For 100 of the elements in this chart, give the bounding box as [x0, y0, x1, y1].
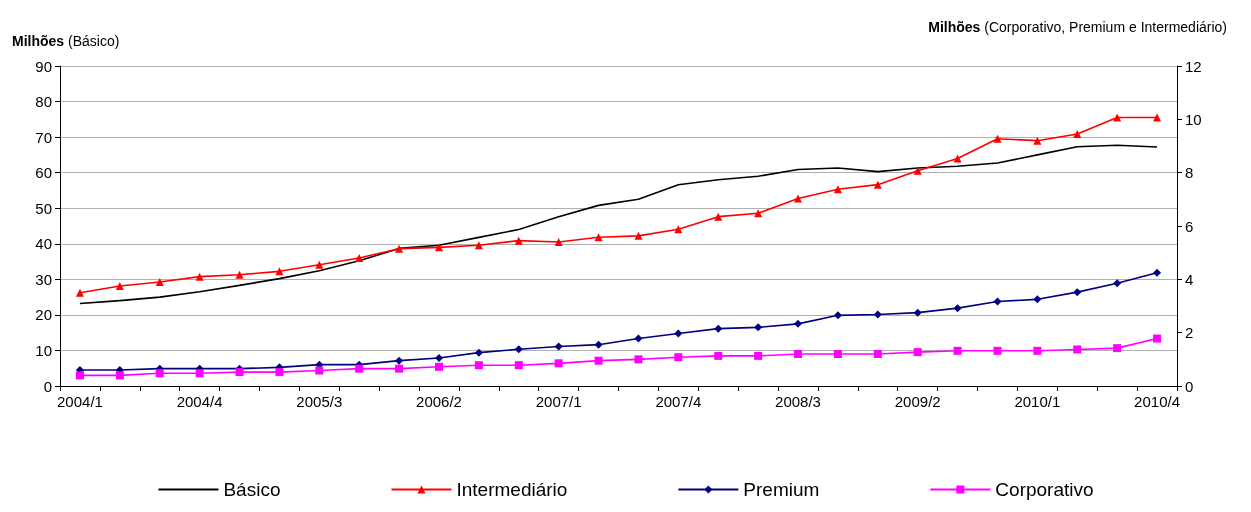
point	[714, 351, 723, 360]
point	[554, 342, 563, 351]
y-tick-label: 40	[35, 235, 52, 253]
point	[195, 369, 204, 378]
point	[155, 369, 164, 378]
point	[714, 212, 723, 221]
y-tick-label: 30	[35, 270, 52, 288]
point	[953, 346, 962, 355]
x-tick-label: 2010/1	[1014, 393, 1061, 410]
x-tick-label: 2006/2	[416, 393, 462, 410]
point	[794, 319, 803, 328]
point	[235, 270, 244, 279]
point	[115, 282, 124, 290]
point	[235, 368, 244, 377]
point	[594, 340, 603, 349]
point	[993, 134, 1002, 143]
point	[594, 233, 603, 242]
point	[434, 362, 443, 371]
point	[873, 350, 882, 358]
point	[1113, 344, 1122, 353]
y-tick-label: 60	[35, 164, 52, 182]
point	[395, 244, 404, 253]
point	[873, 180, 882, 189]
y2-tick-label: 6	[1185, 217, 1194, 235]
point	[833, 185, 842, 194]
y2-tick-label: 0	[1185, 377, 1194, 395]
x-tick-label: 2004/1	[57, 393, 103, 410]
x-tick-label: 2010/4	[1134, 393, 1180, 410]
point	[634, 355, 643, 364]
y2-tick-label: 10	[1185, 110, 1202, 128]
point	[754, 323, 763, 332]
legend-label: Corporativo	[995, 479, 1094, 500]
point	[554, 359, 563, 368]
y2-tick-label: 8	[1185, 164, 1194, 182]
point	[315, 366, 324, 375]
point	[474, 361, 483, 370]
point	[1153, 268, 1162, 277]
point	[554, 238, 563, 246]
x-tick-label: 2007/4	[655, 393, 702, 410]
x-tick-label: 2009/2	[894, 393, 941, 410]
point	[1073, 130, 1082, 138]
point	[1033, 295, 1042, 304]
point	[1113, 279, 1122, 288]
point	[754, 351, 763, 360]
y-tick-label: 20	[35, 306, 52, 324]
point	[913, 348, 922, 357]
point	[833, 311, 842, 320]
point	[275, 368, 284, 377]
legend-label: Premium	[743, 479, 820, 500]
point	[75, 288, 84, 297]
y-tick-label: 70	[35, 128, 52, 146]
point	[514, 361, 523, 370]
point	[1153, 334, 1162, 343]
point	[434, 354, 443, 362]
point	[993, 346, 1002, 355]
point	[434, 243, 443, 252]
point	[953, 304, 962, 313]
point	[514, 236, 523, 245]
y2-tick-label: 12	[1185, 57, 1202, 75]
point	[75, 371, 84, 380]
x-tick-label: 2005/3	[296, 393, 343, 410]
y-tick-label: 90	[35, 57, 52, 75]
point	[395, 364, 404, 373]
legend-label: Básico	[223, 479, 281, 500]
y2-tick-label: 4	[1185, 270, 1194, 288]
point	[913, 308, 922, 317]
point	[115, 371, 124, 380]
point	[355, 364, 364, 373]
y-tick-label: 0	[43, 377, 52, 395]
point	[1033, 346, 1042, 355]
point	[195, 272, 204, 281]
x-tick-label: 2004/4	[176, 393, 223, 410]
legend-label: Intermediário	[456, 479, 568, 500]
point	[714, 324, 723, 333]
point	[474, 241, 483, 250]
point	[1073, 288, 1082, 297]
point	[674, 353, 683, 362]
point	[634, 334, 643, 343]
y-tick-label: 80	[35, 93, 52, 111]
point	[355, 254, 364, 262]
y-tick-label: 10	[35, 341, 52, 359]
point	[155, 278, 164, 286]
line-series	[79, 144, 1158, 305]
y-tick-label: 50	[35, 199, 52, 217]
x-tick-label: 2007/1	[535, 393, 582, 410]
point	[634, 231, 643, 240]
x-tick-label: 2008/3	[775, 393, 821, 410]
point	[873, 310, 882, 319]
point	[315, 260, 324, 269]
point	[794, 194, 803, 203]
point	[514, 345, 523, 354]
y2-tick-label: 2	[1185, 324, 1194, 342]
point	[913, 166, 922, 175]
point	[794, 350, 803, 358]
point	[1033, 136, 1042, 145]
point	[953, 154, 962, 163]
point	[395, 356, 404, 365]
point	[594, 356, 603, 365]
point	[1073, 345, 1082, 354]
point	[674, 329, 683, 338]
